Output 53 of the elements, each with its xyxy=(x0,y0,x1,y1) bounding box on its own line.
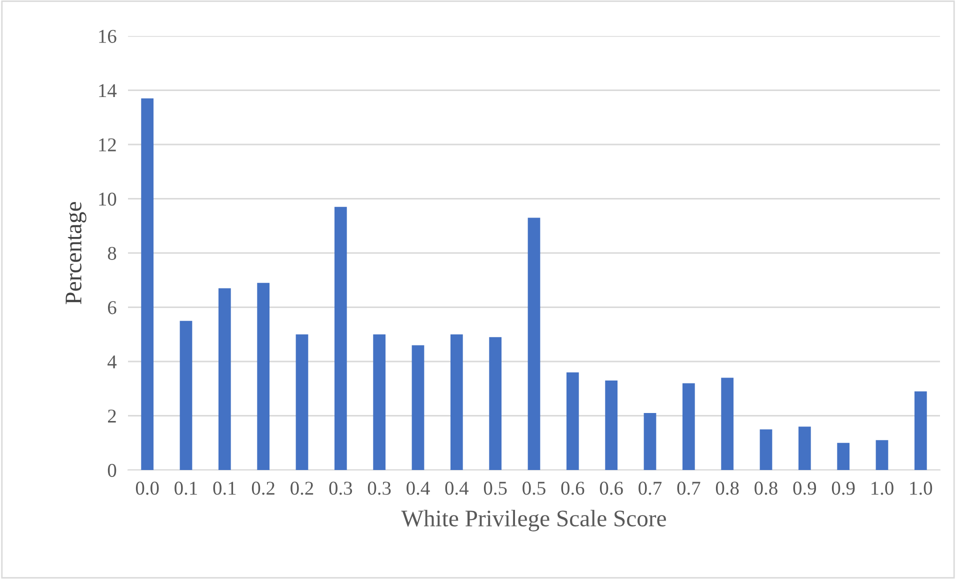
bar xyxy=(334,206,347,470)
x-tick-label: 0.4 xyxy=(445,482,469,495)
bar xyxy=(257,282,270,470)
x-tick-label: 0.7 xyxy=(638,482,662,495)
bar xyxy=(721,378,734,470)
x-tick-label: 1.0 xyxy=(910,482,932,495)
x-tick-label: 0.3 xyxy=(329,482,352,495)
x-tick-label: 0.7 xyxy=(677,482,700,495)
bar xyxy=(450,334,463,470)
x-tick-label: 0.1 xyxy=(213,482,236,495)
bar xyxy=(489,337,502,470)
x-tick-label: 0.1 xyxy=(174,482,197,495)
x-tick-label: 0.8 xyxy=(754,482,778,495)
x-tick-label: 0.6 xyxy=(561,482,584,495)
y-tick-label: 2 xyxy=(108,410,116,422)
y-tick-label: 16 xyxy=(99,30,116,43)
x-tick-label: 0.9 xyxy=(793,482,816,495)
bar xyxy=(760,429,772,470)
bar xyxy=(296,334,308,470)
x-tick-label: 0.5 xyxy=(484,482,507,495)
bar xyxy=(141,98,154,470)
x-tick-label: 0.4 xyxy=(406,482,430,495)
y-tick-label: 6 xyxy=(108,301,116,314)
bar xyxy=(412,345,424,470)
x-tick-label: 0.2 xyxy=(252,482,274,495)
y-tick-label: 10 xyxy=(99,192,116,206)
bar xyxy=(218,288,231,470)
bar xyxy=(180,320,192,470)
x-tick-label: 0.6 xyxy=(600,482,623,495)
x-tick-label: 0.8 xyxy=(716,482,739,495)
bar xyxy=(566,372,579,470)
y-tick-label: 12 xyxy=(99,138,116,152)
x-tick-label: 1.0 xyxy=(872,482,894,495)
bar xyxy=(528,218,540,470)
x-tick-label: 0.0 xyxy=(136,482,159,495)
bar xyxy=(837,442,850,470)
y-tick-label: 14 xyxy=(99,84,117,97)
x-tick-label: 0.9 xyxy=(832,482,855,495)
y-tick-label: 4 xyxy=(108,355,117,368)
y-tick-label: 8 xyxy=(108,246,116,260)
x-tick-label: 0.5 xyxy=(522,482,546,495)
bar xyxy=(682,383,695,470)
bar xyxy=(373,334,386,470)
bar xyxy=(876,440,888,470)
y-tick-label: 0 xyxy=(108,464,116,477)
x-tick-label: 0.2 xyxy=(290,482,314,495)
x-axis-title: White Privilege Scale Score xyxy=(401,510,666,532)
bar xyxy=(605,380,618,470)
bar xyxy=(914,391,927,470)
bar xyxy=(644,413,656,470)
y-axis-title: Percentage xyxy=(66,202,86,304)
x-tick-label: 0.3 xyxy=(368,482,391,495)
bar xyxy=(798,426,811,470)
